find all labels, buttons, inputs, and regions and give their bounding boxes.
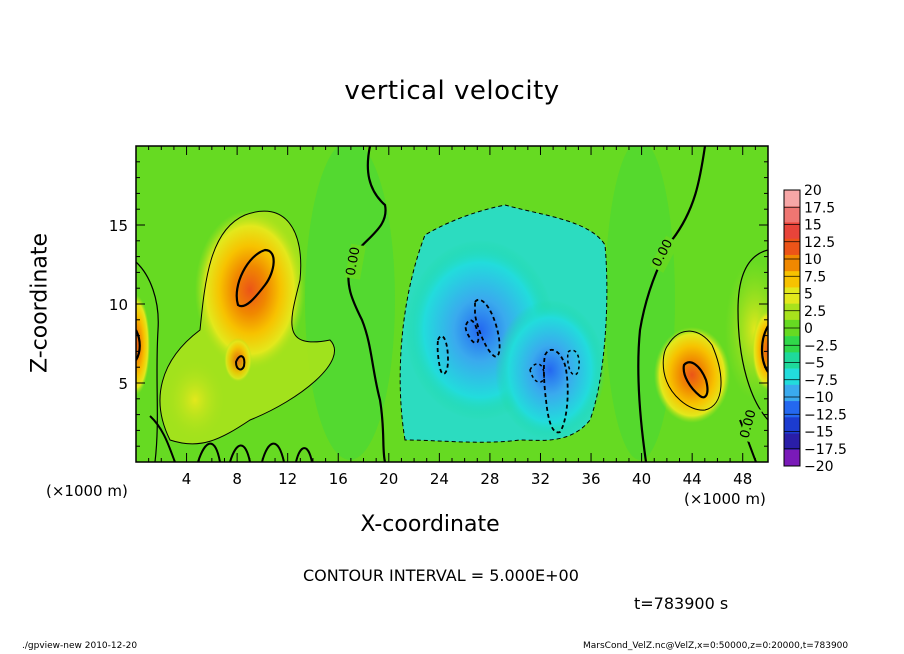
contour-zero-3	[136, 261, 159, 462]
colorbar-swatch	[784, 401, 800, 418]
contour-zero-7	[229, 444, 251, 462]
colorbar-swatch	[784, 190, 800, 207]
colorbar-label: −10	[804, 390, 834, 406]
colorbar-label: 0	[804, 321, 813, 337]
contour-neg-ten-4	[543, 348, 569, 434]
y-tick-label: 5	[118, 375, 128, 393]
colorbar-label: −7.5	[804, 373, 838, 389]
colorbar-label: −15	[804, 425, 834, 441]
contour-neg-ten-2	[464, 319, 480, 344]
contour-ten-right	[682, 361, 709, 399]
contour-neg-ten-1	[436, 335, 449, 375]
contour-five-right	[662, 330, 722, 411]
chart-title: vertical velocity	[344, 76, 560, 106]
x-unit-right: (×1000 m)	[684, 490, 766, 508]
x-tick-label: 44	[683, 470, 702, 488]
colorbar-swatch	[784, 206, 800, 223]
contour-zero-9	[295, 447, 313, 462]
x-unit-left: (×1000 m)	[46, 482, 128, 500]
colorbar-label: 7.5	[804, 269, 826, 285]
colorbar-swatch	[784, 433, 800, 451]
colorbar-swatch	[784, 287, 800, 304]
colorbar-swatch	[784, 303, 800, 321]
x-tick-label: 20	[379, 470, 398, 488]
colorbar-swatch	[784, 336, 800, 353]
contour-zero-4	[737, 249, 768, 421]
contour-zero-1	[347, 146, 387, 462]
contour-five-left	[159, 210, 336, 445]
field-lightgreen-band-1	[305, 146, 395, 460]
colorbar-label: −5	[804, 356, 825, 372]
x-tick-label: 16	[329, 470, 348, 488]
contour-neg-five	[399, 204, 608, 443]
field-layer	[136, 146, 768, 462]
contour-zero-8	[261, 442, 285, 462]
colorbar-label: −17.5	[804, 442, 847, 458]
colorbar-swatch	[784, 271, 800, 288]
contour-label-3: 0.00	[738, 408, 760, 440]
x-tick-label: 8	[232, 470, 242, 488]
time-label: t=783900 s	[634, 594, 729, 613]
colorbar-swatch	[784, 384, 800, 402]
contour-label-1: 0.00	[344, 246, 364, 277]
colorbar-label: −20	[804, 459, 834, 475]
field-updraft-right-edge	[752, 310, 768, 390]
x-axis-label: X-coordinate	[360, 512, 500, 537]
contour-ten-right-edge	[760, 325, 768, 373]
field-updraft-left-low	[165, 360, 225, 440]
x-tick-label: 40	[632, 470, 651, 488]
x-tick-label: 48	[733, 470, 752, 488]
colorbar-label: 20	[804, 183, 822, 199]
contour-neg-ten-5	[529, 363, 545, 383]
contour-zero-6	[197, 442, 221, 462]
colorbar-label: 10	[804, 252, 822, 268]
colorbar-label: 17.5	[804, 200, 835, 216]
x-tick-label: 12	[278, 470, 297, 488]
colorbar-swatch	[784, 368, 800, 386]
y-axis-label: Z-coordinate	[27, 233, 53, 373]
field-updraft-left	[195, 210, 305, 370]
field-updraft-right	[654, 327, 730, 423]
colorbar-label: 12.5	[804, 235, 835, 251]
footer-right: MarsCond_VelZ.nc@VelZ,x=0:50000,z=0:2000…	[583, 641, 849, 651]
x-tick-label: 4	[182, 470, 192, 488]
colorbar-swatch	[784, 254, 800, 272]
contour-neg-ten-6	[566, 349, 580, 376]
contour-interval-text: CONTOUR INTERVAL = 5.000E+00	[303, 566, 579, 585]
x-tick-label: 36	[581, 470, 600, 488]
field-downdraft-core-2	[495, 300, 605, 440]
x-tick-label: 24	[430, 470, 449, 488]
contour-zero-2	[637, 146, 707, 462]
colorbar-label: 15	[804, 218, 822, 234]
y-tick-label: 10	[109, 296, 128, 314]
colorbar-swatch	[784, 449, 800, 467]
colorbar-label: 5	[804, 287, 813, 303]
colorbar-swatch	[784, 238, 800, 256]
colorbar-swatch	[784, 222, 800, 240]
footer-left: ./gpview-new 2010-12-20	[22, 641, 138, 651]
contour-ten-left-edge	[136, 329, 141, 361]
x-tick-label: 28	[480, 470, 499, 488]
contour-ten-left	[235, 248, 275, 308]
x-tick-label: 32	[531, 470, 550, 488]
colorbar-swatch	[784, 417, 800, 434]
colorbar-label: −2.5	[804, 338, 838, 354]
y-tick-label: 15	[109, 217, 128, 235]
contour-label-layer: 0.00 0.00 0.00	[344, 235, 763, 443]
colorbar-label: 2.5	[804, 304, 826, 320]
colorbar-swatch	[784, 352, 800, 369]
colorbar-label: −12.5	[804, 407, 847, 423]
contour-ten-left-small	[234, 355, 246, 371]
